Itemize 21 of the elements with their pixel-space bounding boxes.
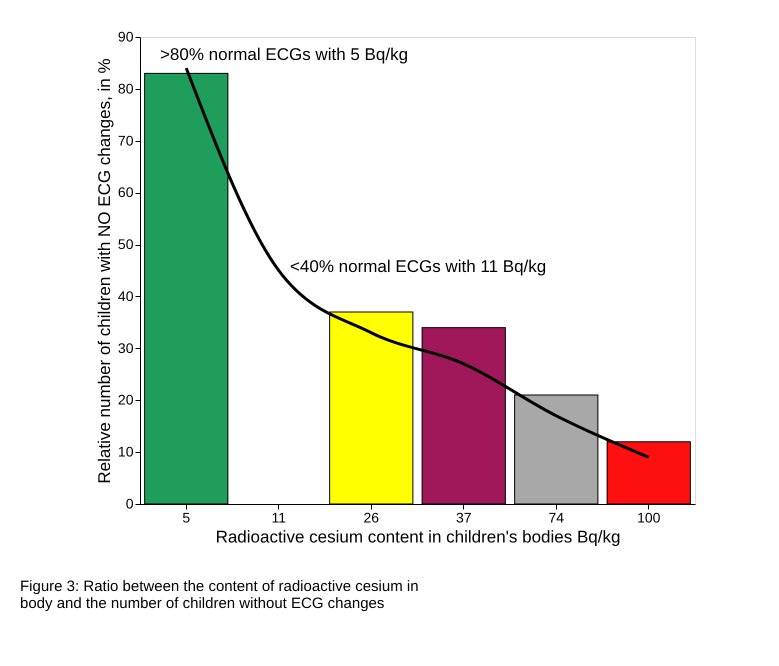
y-tick-label: 90 bbox=[118, 28, 134, 44]
y-tick-label: 40 bbox=[118, 288, 134, 304]
x-axis-title: Radioactive cesium content in children's bodies Bq/kg bbox=[216, 528, 620, 546]
y-tick-label: 10 bbox=[118, 444, 134, 460]
y-tick-label: 60 bbox=[118, 184, 134, 200]
x-tick-label: 74 bbox=[548, 510, 564, 526]
y-tick-label: 70 bbox=[118, 132, 134, 148]
y-axis-title: Relative number of children with NO ECG changes, in % bbox=[94, 58, 114, 484]
annotation: <40% normal ECGs with 11 Bq/kg bbox=[290, 257, 546, 276]
y-tick-label: 50 bbox=[118, 236, 134, 252]
y-tick-label: 30 bbox=[118, 340, 134, 356]
y-tick-label: 80 bbox=[118, 80, 134, 96]
y-tick-label: 20 bbox=[118, 392, 134, 408]
annotation: >80% normal ECGs with 5 Bq/kg bbox=[160, 45, 408, 64]
x-tick-label: 26 bbox=[363, 510, 380, 526]
x-tick-label: 100 bbox=[637, 510, 661, 526]
x-tick-label: 11 bbox=[271, 510, 286, 526]
caption: Figure 3: Ratio between the content of radioactive cesium in body and the number of children without ECG changes bbox=[20, 578, 419, 612]
x-tick-label: 37 bbox=[456, 510, 472, 526]
y-tick-label: 0 bbox=[126, 496, 134, 512]
x-tick-label: 5 bbox=[182, 510, 190, 526]
